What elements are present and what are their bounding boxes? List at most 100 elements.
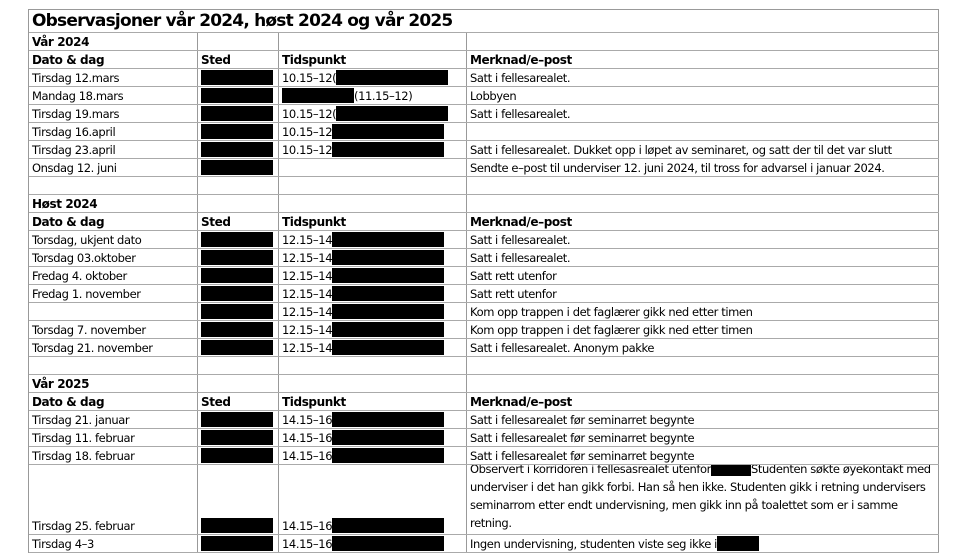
table-row: Tirsdag 12.mars 10.15–12( Satt i fellesare… [29, 69, 939, 87]
note-cell: Kom opp trappen i det faglærer gikk ned … [467, 303, 939, 320]
note-cell: Ingen undervisning, studenten viste seg … [467, 535, 939, 552]
section-title: Vår 2024 [29, 33, 198, 50]
redaction-box [201, 142, 273, 157]
section-row: Vår 2024 [29, 33, 939, 51]
time-text: 10.15–12( [282, 71, 337, 85]
table-row: Tirsdag 4–3 14.15–16 Ingen undervisning, s… [29, 535, 939, 553]
header-time: Tidspunkt [279, 213, 467, 230]
redaction-box [332, 304, 445, 319]
table-row: Torsdag 21. november 12.15–14 Satt i felle… [29, 339, 939, 357]
redaction-box [201, 232, 273, 247]
note-text: Observert i korridoren i fellesasrealet … [470, 465, 935, 533]
cell-text: Tirsdag 12.mars [32, 71, 120, 85]
observations-table: Observasjoner vår 2024, høst 2024 og vår… [28, 9, 939, 553]
redaction-box [201, 448, 273, 463]
redaction-box [332, 124, 445, 139]
cell-text: Tirsdag 18. februar [32, 449, 135, 463]
empty-cell [198, 33, 279, 50]
header-date: Dato & dag [29, 393, 198, 410]
cell-text: Tidspunkt [282, 395, 346, 409]
table-row: Tirsdag 11. februar 14.15–16 Satt i felles… [29, 429, 939, 447]
redaction-box [201, 88, 273, 103]
empty-cell [29, 357, 198, 374]
empty-cell [279, 177, 467, 194]
redaction-box [201, 286, 273, 301]
cell-text: Torsdag, ukjent dato [32, 233, 142, 247]
redaction-box [332, 448, 445, 463]
empty-cell [279, 33, 467, 50]
header-time: Tidspunkt [279, 51, 467, 68]
redaction-box [201, 70, 273, 85]
cell-text: Mandag 18.mars [32, 89, 124, 103]
place-cell [198, 87, 279, 104]
note-cell: Satt i fellesarealet. [467, 69, 939, 86]
redaction-box [201, 304, 273, 319]
time-text: 12.15–14 [282, 341, 333, 355]
cell-text: Tirsdag 21. januar [32, 413, 130, 427]
empty-cell [198, 375, 279, 392]
redaction-box [201, 322, 273, 337]
date-cell: Tirsdag 19.mars [29, 105, 198, 122]
note-text: Satt rett utenfor [470, 269, 557, 283]
place-cell [198, 339, 279, 356]
date-cell: Tirsdag 25. februar [29, 465, 198, 534]
cell-text: Merknad/e–post [470, 53, 572, 67]
place-cell [198, 159, 279, 176]
document-title: Observasjoner vår 2024, høst 2024 og vår… [29, 10, 939, 32]
blank-row [29, 357, 939, 375]
section-title: Vår 2025 [29, 375, 198, 392]
note-cell: Satt i fellesarealet før seminarret begy… [467, 447, 939, 464]
place-cell [198, 411, 279, 428]
date-cell: Fredag 4. oktober [29, 267, 198, 284]
table-row: Tirsdag 23.april 10.15–12 Satt i fellesare… [29, 141, 939, 159]
note-cell: Satt rett utenfor [467, 285, 939, 302]
redaction-box [332, 232, 445, 247]
cell-text: Tirsdag 23.april [32, 143, 116, 157]
table-row: Tirsdag 18. februar 14.15–16 Satt i felles… [29, 447, 939, 465]
section-row: Vår 2025 [29, 375, 939, 393]
redaction-box [201, 518, 273, 533]
date-cell: Torsdag 21. november [29, 339, 198, 356]
redaction-box [282, 88, 354, 103]
note-text: Kom opp trappen i det faglærer gikk ned … [470, 323, 753, 337]
time-cell: 12.15–14 [279, 321, 467, 338]
empty-cell [279, 375, 467, 392]
header-time: Tidspunkt [279, 393, 467, 410]
cell-text: Dato & dag [32, 53, 105, 67]
place-cell [198, 303, 279, 320]
time-text: 14.15–16 [282, 449, 333, 463]
place-cell [198, 535, 279, 552]
time-cell: 10.15–12 [279, 123, 467, 140]
redaction-box [201, 250, 273, 265]
redaction-box [332, 250, 445, 265]
note-cell [467, 123, 939, 140]
date-cell [29, 303, 198, 320]
time-cell: 10.15–12( [279, 105, 467, 122]
section-title: Høst 2024 [29, 195, 198, 212]
place-cell [198, 105, 279, 122]
cell-text: Sted [201, 53, 231, 67]
table-row: Tirsdag 21. januar 14.15–16 Satt i fellesa… [29, 411, 939, 429]
place-cell [198, 141, 279, 158]
cell-text: Tidspunkt [282, 215, 346, 229]
time-text: 10.15–12 [282, 125, 333, 139]
redaction-box [332, 518, 445, 533]
date-cell: Tirsdag 11. februar [29, 429, 198, 446]
empty-cell [198, 357, 279, 374]
time-text: 12.15–14 [282, 323, 333, 337]
table-row: Onsdag 12. juni Sendte e–post til undervi… [29, 159, 939, 177]
empty-cell [279, 357, 467, 374]
date-cell: Tirsdag 16.april [29, 123, 198, 140]
place-cell [198, 69, 279, 86]
time-text: 12.15–14 [282, 305, 333, 319]
note-text: Satt i fellesarealet. [470, 233, 571, 247]
note-text: Satt i fellesarealet. [470, 107, 571, 121]
note-text: Satt i fellesarealet før seminarret begy… [470, 449, 695, 463]
note-text: Lobbyen [470, 89, 517, 103]
time-cell [279, 159, 467, 176]
cell-text: Torsdag 21. november [32, 341, 153, 355]
date-cell: Tirsdag 18. februar [29, 447, 198, 464]
date-cell: Tirsdag 12.mars [29, 69, 198, 86]
note-cell: Satt i fellesarealet før seminarret begy… [467, 411, 939, 428]
redaction-box [336, 70, 449, 85]
